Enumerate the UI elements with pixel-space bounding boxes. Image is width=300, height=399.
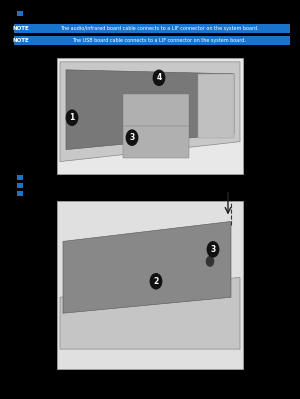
- Polygon shape: [63, 221, 231, 313]
- Bar: [29, 24, 290, 33]
- Bar: [57, 201, 243, 369]
- Text: 3: 3: [210, 245, 216, 254]
- Bar: [16, 11, 23, 16]
- Circle shape: [126, 130, 138, 145]
- Polygon shape: [66, 70, 234, 150]
- Bar: [57, 58, 243, 174]
- Bar: [29, 36, 290, 45]
- Text: 3: 3: [129, 133, 135, 142]
- Bar: [16, 191, 23, 196]
- Polygon shape: [60, 277, 240, 349]
- Bar: [14, 24, 29, 33]
- Circle shape: [150, 274, 162, 289]
- Text: 4: 4: [156, 73, 162, 82]
- Text: 1: 1: [69, 113, 75, 122]
- Text: 2: 2: [153, 277, 159, 286]
- Bar: [123, 94, 189, 134]
- Text: The audio/infrared board cable connects to a LIF connector on the system board.: The audio/infrared board cable connects …: [60, 26, 258, 31]
- Text: The USB board cable connects to a LIF connector on the system board.: The USB board cable connects to a LIF co…: [72, 38, 246, 43]
- Circle shape: [206, 257, 214, 266]
- Circle shape: [66, 110, 78, 125]
- Bar: [123, 126, 189, 158]
- Polygon shape: [60, 62, 240, 162]
- Bar: [16, 183, 23, 188]
- Bar: [14, 36, 29, 45]
- Bar: [16, 175, 23, 180]
- Text: NOTE: NOTE: [13, 26, 30, 31]
- Bar: [198, 74, 234, 138]
- Circle shape: [153, 70, 165, 85]
- Circle shape: [207, 242, 219, 257]
- Text: NOTE: NOTE: [13, 38, 30, 43]
